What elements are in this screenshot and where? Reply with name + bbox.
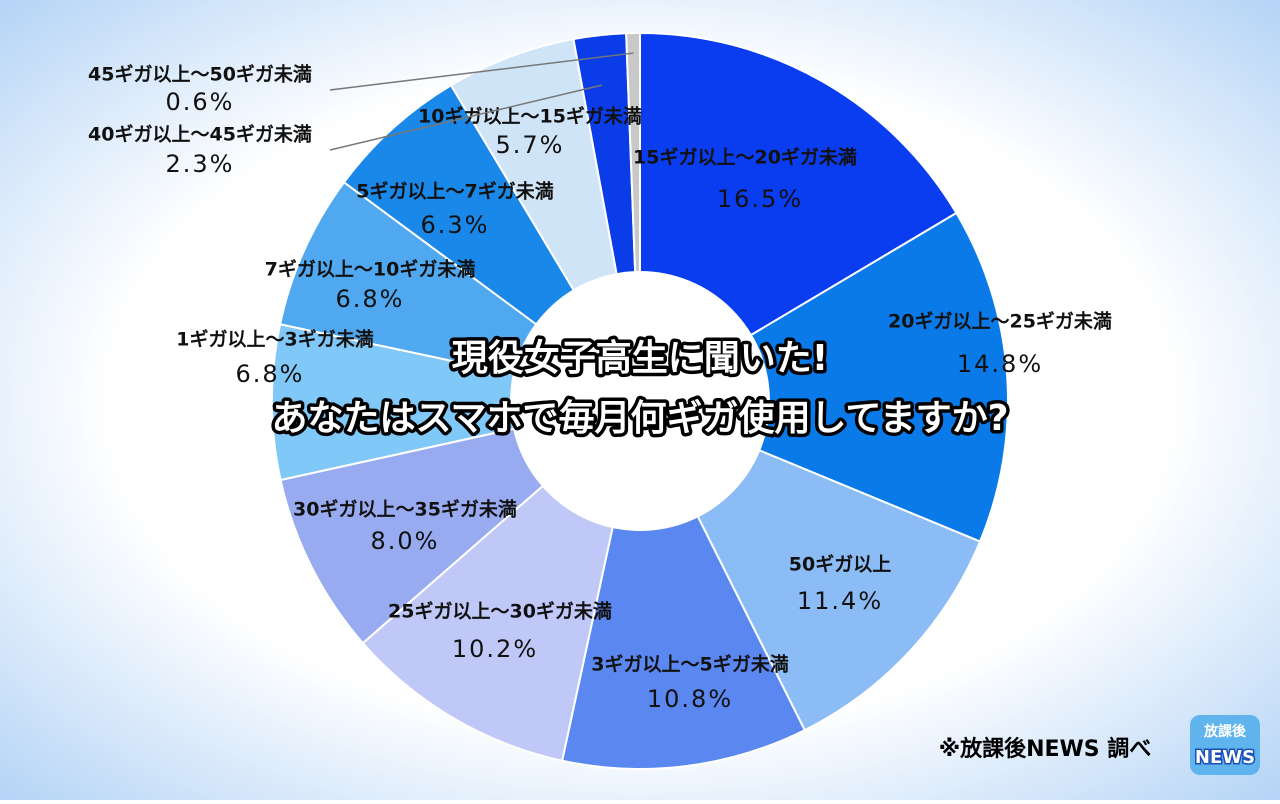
slice-label: 40ギガ以上〜45ギガ未満 [88, 123, 312, 146]
value-label: 16.5% [717, 185, 803, 213]
value-label: 6.8% [336, 285, 405, 313]
value-label: 5.7% [496, 131, 565, 159]
value-label: 8.0% [371, 527, 440, 555]
donut-slice [271, 323, 641, 482]
value-label: 2.3% [166, 150, 235, 178]
slice-label: 7ギガ以上〜10ギガ未満 [265, 258, 476, 281]
slice-label: 45ギガ以上〜50ギガ未満 [88, 63, 312, 86]
donut-hole [510, 271, 770, 531]
slice-label: 30ギガ以上〜35ギガ未満 [293, 498, 517, 521]
value-label: 6.3% [421, 211, 490, 239]
chart-title: 現役女子高生に聞いた! [452, 338, 828, 379]
leader-line [329, 84, 603, 151]
value-label: 10.8% [647, 685, 733, 713]
slice-label: 1ギガ以上〜3ギガ未満 [176, 328, 373, 351]
slice-label: 5ギガ以上〜7ギガ未満 [356, 180, 553, 203]
logo-text: 放課後 [1203, 723, 1247, 740]
chart-title: あなたはスマホで毎月何ギガ使用してますか? [272, 398, 1009, 439]
slice-label: 50ギガ以上 [789, 554, 891, 576]
slice-label: 20ギガ以上〜25ギガ未満 [888, 310, 1112, 333]
donut-slice [637, 211, 1009, 543]
value-label: 0.6% [166, 88, 235, 116]
logo-text: NEWS [1195, 747, 1255, 768]
value-label: 10.2% [452, 635, 538, 663]
value-label: 11.4% [797, 587, 883, 615]
slice-label: 10ギガ以上〜15ギガ未満 [418, 105, 642, 128]
value-label: 6.8% [236, 360, 305, 388]
slice-label: 15ギガ以上〜20ギガ未満 [633, 146, 857, 169]
value-label: 14.8% [957, 350, 1043, 378]
logo: 放課後 NEWS [1190, 715, 1260, 775]
slice-label: 25ギガ以上〜30ギガ未満 [388, 600, 612, 623]
slice-label: 3ギガ以上〜5ギガ未満 [591, 653, 788, 676]
logo-badge [1190, 715, 1260, 775]
leader-line [329, 52, 634, 91]
source-note: ※放課後NEWS 調べ [939, 736, 1152, 762]
